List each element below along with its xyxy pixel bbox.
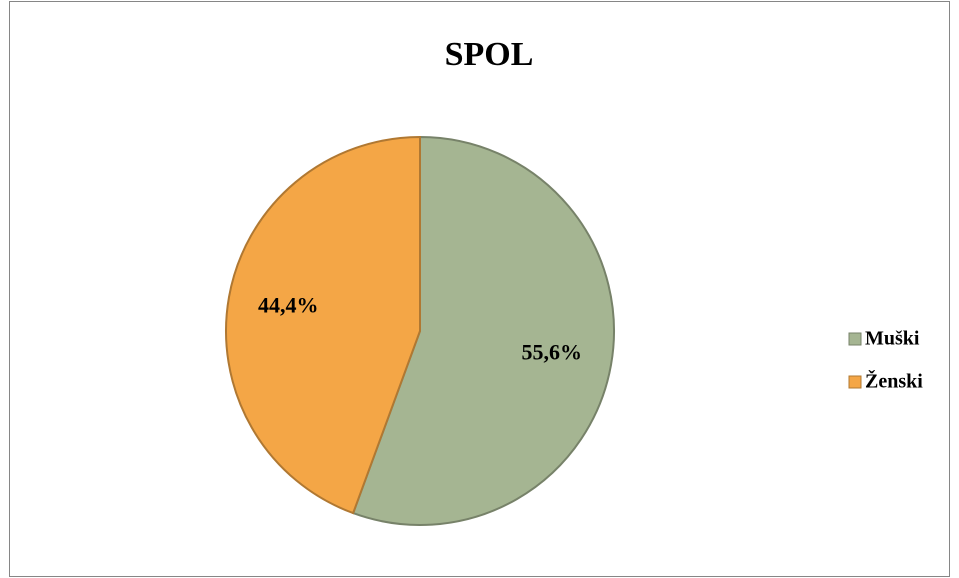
legend-label: Muški	[865, 328, 920, 350]
legend-swatch	[848, 375, 862, 389]
legend-swatch	[848, 332, 862, 346]
pie-slice	[351, 135, 615, 526]
chart-title: SPOL	[445, 36, 534, 73]
data-label: 44,4%	[258, 293, 319, 318]
pie-slice	[225, 135, 421, 515]
data-label: 55,6%	[522, 339, 583, 364]
legend-label: Ženski	[865, 369, 923, 393]
